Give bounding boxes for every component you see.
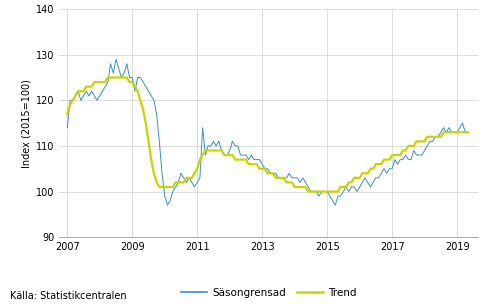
Y-axis label: Index (2015=100): Index (2015=100) [22, 79, 32, 168]
Legend: Säsongrensad, Trend: Säsongrensad, Trend [177, 283, 360, 302]
Text: Källa: Statistikcentralen: Källa: Statistikcentralen [10, 291, 127, 301]
